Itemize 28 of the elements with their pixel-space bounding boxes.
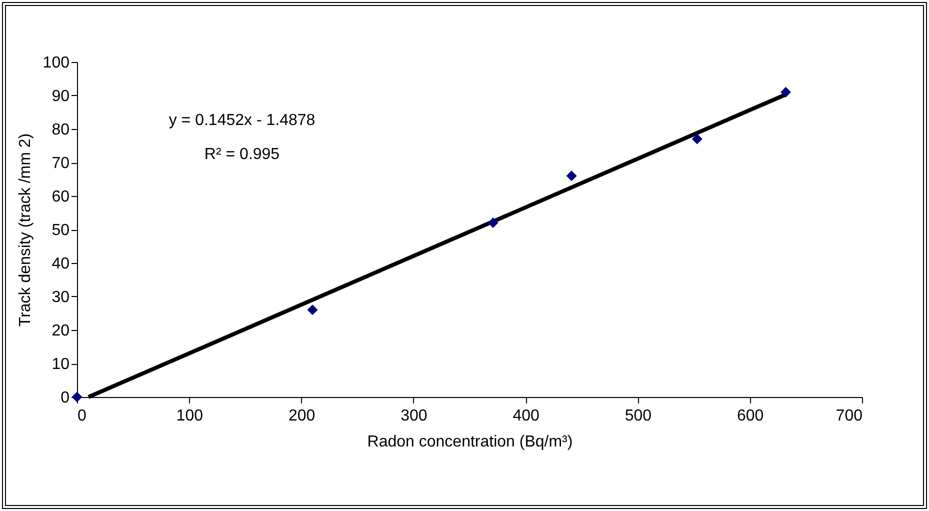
y-tick-label: 60 [52,188,70,206]
point [307,304,318,316]
x-axis-title: Radon concentration (Bq/m³) [367,434,573,450]
point [780,86,791,98]
y-tick-label: 0 [60,390,70,406]
x-tick-label: 500 [624,408,652,424]
y-tick-label: 80 [52,122,70,138]
point [566,170,577,182]
annotation: y = 0.1452x - 1.4878 [168,112,316,129]
y-tick-label: 70 [52,155,70,172]
y-tick-label: 90 [52,88,70,105]
x-tick-label: 300 [400,408,428,424]
y-tick-label: 50 [52,222,70,239]
y-tick-label: 30 [52,289,70,306]
y-tick-label: 20 [52,322,70,340]
x-tick-label: 400 [512,408,540,424]
x-tick-label: 600 [737,408,764,424]
x-tick-label: 100 [176,408,204,424]
y-tick-label: 100 [42,54,70,72]
y-tick-label: 40 [52,256,70,272]
y-axis-title: Track density (track /mm 2) [16,133,34,327]
y-tick-label: 10 [52,356,70,373]
x-tick-label: 0 [78,408,86,424]
x-tick-label: 700 [836,408,863,424]
annotation: R² = 0.995 [204,146,280,163]
point [692,134,702,144]
x-tick-label: 200 [288,408,316,424]
point [488,218,498,228]
